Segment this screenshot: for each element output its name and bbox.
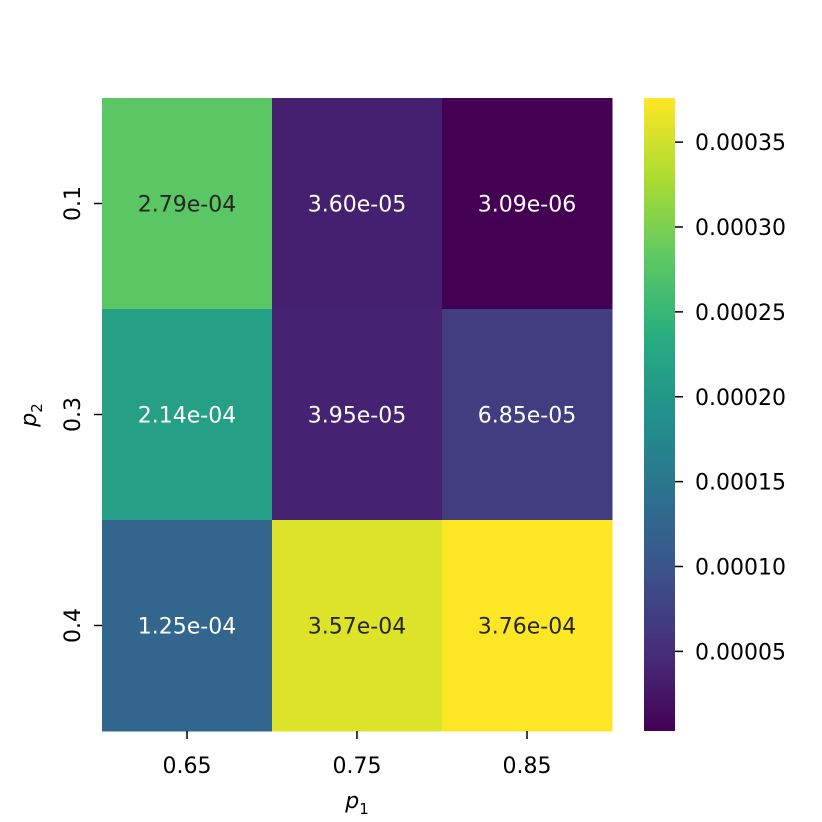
- heatmap-cell: [102, 309, 273, 521]
- x-tick-label: 0.85: [503, 754, 552, 779]
- y-tick-label: 0.4: [61, 608, 86, 643]
- cell-value-label: 3.57e-04: [308, 615, 406, 640]
- cell-value-label: 2.14e-04: [138, 404, 236, 429]
- cell-value-label: 3.60e-05: [308, 193, 406, 218]
- heatmap-cell: [102, 520, 273, 732]
- cell-value-label: 1.25e-04: [138, 615, 236, 640]
- cell-value-label: 3.09e-06: [478, 193, 576, 218]
- cell-value-label: 3.76e-04: [478, 615, 576, 640]
- y-tick-label: 0.1: [61, 186, 86, 221]
- y-tick-label: 0.3: [61, 397, 86, 432]
- heatmap-cell: [272, 520, 443, 732]
- heatmap-cell: [442, 98, 613, 310]
- colorbar-gradient: [644, 98, 675, 731]
- colorbar-tick-label: 0.00020: [695, 386, 786, 411]
- heatmap-cell: [442, 520, 613, 732]
- heatmap-cell: [272, 98, 443, 310]
- colorbar-tick-label: 0.00005: [695, 640, 786, 665]
- heatmap-cells: 2.79e-04 3.60e-05 3.09e-06 2.14e-04 3.95e-05…: [102, 98, 613, 732]
- colorbar-tick-label: 0.00030: [695, 216, 786, 241]
- colorbar: 0.00005 0.00010 0.00015 0.00020 0.00025 0.000…: [644, 98, 786, 731]
- colorbar-tick-label: 0.00010: [695, 555, 786, 580]
- colorbar-ticks: 0.00005 0.00010 0.00015 0.00020 0.00025 0.000…: [675, 131, 786, 665]
- cell-value-label: 2.79e-04: [138, 193, 236, 218]
- y-axis: 0.1 0.3 0.4: [61, 186, 102, 643]
- x-tick-label: 0.75: [333, 754, 382, 779]
- cell-value-label: 6.85e-05: [478, 404, 576, 429]
- colorbar-tick-label: 0.00035: [695, 131, 786, 156]
- x-tick-label: 0.65: [163, 754, 212, 779]
- colorbar-tick-label: 0.00025: [695, 301, 786, 326]
- heatmap-cell: [102, 98, 273, 310]
- cell-value-label: 3.95e-05: [308, 404, 406, 429]
- x-axis-label: p1: [344, 789, 369, 818]
- heatmap-cell: [272, 309, 443, 521]
- heatmap-cell: [442, 309, 613, 521]
- colorbar-tick-label: 0.00015: [695, 471, 786, 496]
- x-axis: 0.65 0.75 0.85: [163, 731, 552, 779]
- y-axis-label: p2: [17, 403, 46, 428]
